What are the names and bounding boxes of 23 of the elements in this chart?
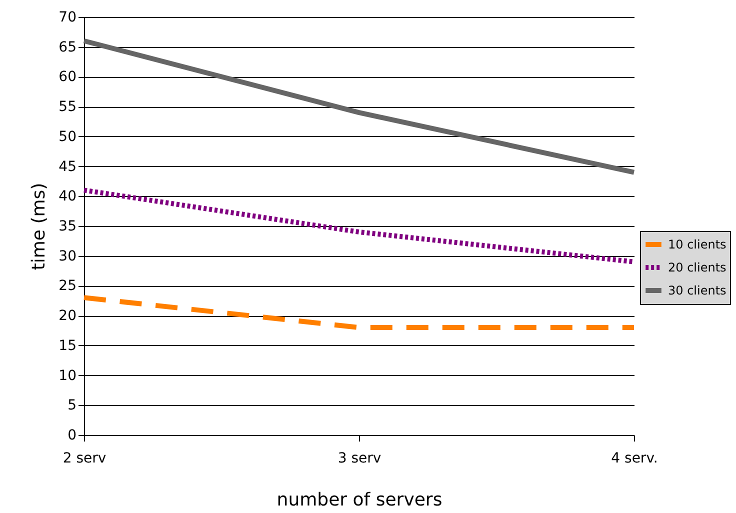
y-tick-label: 5 bbox=[68, 398, 76, 414]
y-tick-label: 70 bbox=[58, 10, 76, 26]
y-tick-label: 50 bbox=[58, 128, 76, 145]
y-tick-label: 10 bbox=[58, 368, 76, 384]
legend-label: 10 clients bbox=[668, 238, 726, 252]
y-tick-label: 0 bbox=[68, 428, 76, 444]
x-axis-title: number of servers bbox=[276, 490, 442, 510]
y-tick-label: 45 bbox=[58, 158, 76, 175]
x-tick-label: 2 serv bbox=[62, 450, 106, 466]
y-tick-label: 20 bbox=[58, 308, 76, 324]
y-tick-label: 55 bbox=[58, 99, 76, 116]
y-tick-label: 65 bbox=[58, 39, 76, 56]
y-axis-title: time (ms) bbox=[28, 182, 50, 270]
x-tick-label: 4 serv. bbox=[611, 450, 658, 466]
y-tick-label: 30 bbox=[58, 248, 76, 264]
legend-label: 30 clients bbox=[668, 284, 726, 298]
x-tick-label: 3 serv bbox=[338, 450, 382, 466]
y-tick-label: 60 bbox=[58, 69, 76, 86]
y-tick-label: 40 bbox=[58, 188, 76, 205]
y-tick-label: 15 bbox=[58, 338, 76, 354]
y-tick-label: 25 bbox=[58, 278, 76, 294]
legend-label: 20 clients bbox=[668, 260, 726, 274]
y-tick-label: 35 bbox=[58, 218, 76, 234]
